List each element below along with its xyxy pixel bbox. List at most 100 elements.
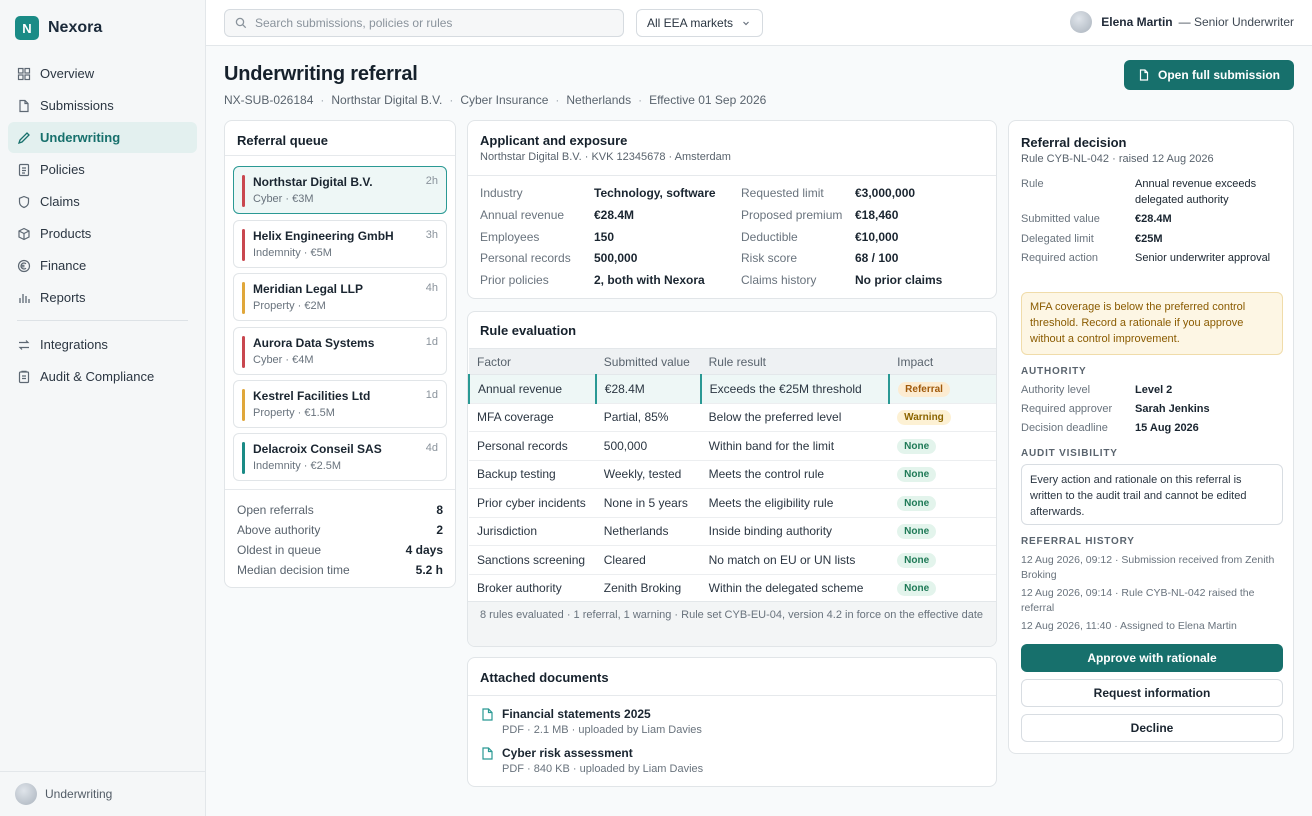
queue-item[interactable]: Aurora Data Systems Cyber · €4M 1d xyxy=(233,327,447,375)
breadcrumb: NX-SUB-026184 · Northstar Digital B.V. · C… xyxy=(224,93,766,107)
queue-item-sub: Property · €1.5M xyxy=(253,407,335,419)
detail-value: €18,460 xyxy=(855,208,899,222)
queue-item-sub: Indemnity · €2.5M xyxy=(253,460,342,472)
cell-impact: None xyxy=(889,574,996,603)
queue-item[interactable]: Delacroix Conseil SAS Indemnity · €2.5M … xyxy=(233,433,447,481)
user-menu[interactable]: Elena Martin — Senior Underwriter xyxy=(1070,11,1294,33)
queue-item-sub: Indemnity · €5M xyxy=(253,247,332,259)
table-row[interactable]: Sanctions screening Cleared No match on … xyxy=(469,545,996,575)
cell-value: Partial, 85% xyxy=(595,403,701,432)
stat-value: 8 xyxy=(436,503,443,517)
queue-item-age: 1d xyxy=(425,389,438,401)
queue-item-name: Delacroix Conseil SAS xyxy=(253,442,382,456)
queue-item-name: Northstar Digital B.V. xyxy=(253,175,373,189)
cell-result: Meets the eligibility rule xyxy=(700,488,890,518)
detail-label: Rule xyxy=(1021,178,1044,190)
detail-value: Technology, software xyxy=(594,186,716,200)
queue-item[interactable]: Kestrel Facilities Ltd Property · €1.5M … xyxy=(233,380,447,428)
cell-impact: None xyxy=(889,431,996,461)
detail-label: Required approver xyxy=(1021,403,1113,415)
sidebar-item-underwriting[interactable]: Underwriting xyxy=(8,122,197,153)
queue-item-age: 2h xyxy=(425,175,438,187)
stat-row: Open referrals 8 xyxy=(237,500,443,520)
applicant-name: Northstar Digital B.V. xyxy=(331,93,443,107)
table-row[interactable]: Jurisdiction Netherlands Inside binding … xyxy=(469,517,996,546)
mfa-warning-alert: MFA coverage is below the preferred cont… xyxy=(1021,292,1283,355)
divider xyxy=(225,155,455,156)
table-row[interactable]: Prior cyber incidents None in 5 years Me… xyxy=(469,488,996,518)
referral-queue: Referral queue Northstar Digital B.V. Cy… xyxy=(224,120,456,588)
queue-item-sub: Property · €2M xyxy=(253,300,326,312)
sidebar-item-audit[interactable]: Audit & Compliance xyxy=(8,361,197,392)
queue-item[interactable]: Northstar Digital B.V. Cyber · €3M 2h xyxy=(233,166,447,214)
cell-impact: None xyxy=(889,517,996,546)
impact-badge: None xyxy=(897,552,937,568)
open-full-submission-button[interactable]: Open full submission xyxy=(1124,60,1294,90)
sidebar-item-submissions[interactable]: Submissions xyxy=(8,90,197,121)
sidebar-item-claims[interactable]: Claims xyxy=(8,186,197,217)
column-header[interactable]: Factor xyxy=(469,348,596,375)
file-icon xyxy=(19,99,29,112)
market-select[interactable]: All EEA markets xyxy=(636,9,763,37)
detail-label: Submitted value xyxy=(1021,213,1100,225)
separator: · xyxy=(320,93,325,107)
applicant-title: Applicant and exposure xyxy=(480,133,628,148)
separator: · xyxy=(638,93,643,107)
detail-label: Risk score xyxy=(741,251,798,265)
brand[interactable]: N Nexora xyxy=(15,16,102,40)
cell-result: Exceeds the €25M threshold xyxy=(699,374,890,404)
table-row[interactable]: Broker authority Zenith Broking Within t… xyxy=(469,574,996,603)
column-header[interactable]: Submitted value xyxy=(595,348,701,375)
stat-label: Open referrals xyxy=(237,503,314,517)
queue-item-name: Meridian Legal LLP xyxy=(253,282,364,296)
column-header[interactable]: Impact xyxy=(889,348,996,375)
user-name: Elena Martin xyxy=(1101,15,1173,29)
column-header[interactable]: Rule result xyxy=(700,348,890,375)
section-heading: AUTHORITY xyxy=(1021,366,1087,377)
queue-item[interactable]: Meridian Legal LLP Property · €2M 4h xyxy=(233,273,447,321)
sidebar-item-integrations[interactable]: Integrations xyxy=(8,329,197,360)
table-row[interactable]: MFA coverage Partial, 85% Below the pref… xyxy=(469,403,996,432)
request-information-button[interactable]: Request information xyxy=(1021,679,1283,707)
queue-item-age: 1d xyxy=(425,336,438,348)
cell-value: Zenith Broking xyxy=(595,574,701,603)
sidebar-item-reports[interactable]: Reports xyxy=(8,282,197,313)
cell-result: Inside binding authority xyxy=(700,517,890,546)
sidebar-item-products[interactable]: Products xyxy=(8,218,197,249)
table-row[interactable]: Personal records 500,000 Within band for… xyxy=(469,431,996,461)
search-input[interactable]: Search submissions, policies or rules xyxy=(224,9,624,37)
detail-value: €25M xyxy=(1135,233,1163,245)
sidebar-item-policies[interactable]: Policies xyxy=(8,154,197,185)
sidebar-footer[interactable]: Underwriting xyxy=(0,771,205,816)
decision-subtitle: Rule CYB-NL-042 · raised 12 Aug 2026 xyxy=(1021,153,1214,165)
table-row[interactable]: Annual revenue €28.4M Exceeds the €25M t… xyxy=(468,374,996,404)
cell-result: Within the delegated scheme xyxy=(700,574,890,603)
detail-value: Sarah Jenkins xyxy=(1135,403,1210,415)
queue-item-age: 3h xyxy=(425,229,438,241)
clipboard-icon xyxy=(18,370,30,383)
separator: · xyxy=(449,93,454,107)
chevron-down-icon xyxy=(743,21,749,26)
decline-button[interactable]: Decline xyxy=(1021,714,1283,742)
detail-label: Proposed premium xyxy=(741,208,843,222)
document-name: Financial statements 2025 xyxy=(502,707,651,721)
detail-label: Decision deadline xyxy=(1021,422,1108,434)
queue-item-age: 4d xyxy=(425,442,438,454)
queue-item-age: 4h xyxy=(425,282,438,294)
sidebar: N Nexora Overview Submissions Underwriti… xyxy=(0,0,206,816)
detail-value: €3,000,000 xyxy=(855,186,916,200)
rules-summary: 8 rules evaluated · 1 referral, 1 warnin… xyxy=(468,601,996,646)
sidebar-item-finance[interactable]: Finance xyxy=(8,250,197,281)
sidebar-item-overview[interactable]: Overview xyxy=(8,58,197,89)
detail-value: 500,000 xyxy=(594,251,638,265)
sidebar-item-label: Policies xyxy=(40,162,85,177)
avatar xyxy=(1070,11,1093,33)
submission-id: NX-SUB-026184 xyxy=(224,93,314,107)
impact-badge: None xyxy=(897,581,937,597)
market-select-value: All EEA markets xyxy=(647,16,734,30)
detail-value: Level 2 xyxy=(1135,384,1173,396)
table-row[interactable]: Backup testing Weekly, tested Meets the … xyxy=(469,460,996,489)
queue-item[interactable]: Helix Engineering GmbH Indemnity · €5M 3… xyxy=(233,220,447,268)
approve-button[interactable]: Approve with rationale xyxy=(1021,644,1283,672)
cell-impact: Warning xyxy=(889,403,996,432)
